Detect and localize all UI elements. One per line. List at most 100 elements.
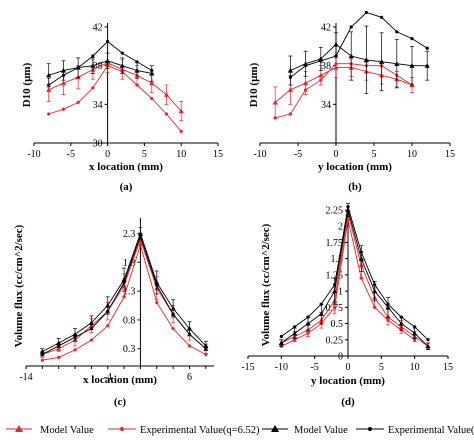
- data-point-triangle: [292, 330, 298, 336]
- data-point-triangle: [412, 330, 418, 336]
- data-point-triangle: [134, 67, 140, 73]
- data-point-dot: [73, 335, 77, 339]
- x-tick-label: 15: [443, 362, 453, 373]
- data-point-dot: [359, 276, 363, 280]
- x-tick-label: 10: [407, 149, 417, 160]
- x-tick-label: -4: [104, 372, 112, 383]
- data-point-dot: [122, 280, 126, 285]
- legend-label-exp-red: Experimental Value(q=6.52): [140, 425, 260, 436]
- data-point-dot: [150, 68, 154, 73]
- data-point-dot: [319, 302, 323, 306]
- legend-label-exp-black: Experimental Value(q=12.79): [388, 425, 474, 436]
- data-point-dot: [346, 205, 350, 209]
- data-point-triangle: [154, 279, 160, 285]
- data-point-dot: [47, 112, 51, 116]
- data-point-triangle: [137, 230, 144, 236]
- data-point-dot: [334, 54, 338, 58]
- data-point-dot: [334, 62, 338, 66]
- data-point-triangle: [105, 58, 111, 63]
- data-point-triangle: [348, 53, 354, 59]
- data-point-triangle: [372, 288, 378, 294]
- data-point-dot: [138, 243, 143, 247]
- data-point-dot: [425, 46, 429, 50]
- data-point-dot: [150, 96, 154, 101]
- y-tick-label: 1.5: [331, 254, 344, 265]
- data-point-dot: [288, 112, 292, 116]
- data-point-triangle: [60, 67, 67, 73]
- x-axis-title: x location (mm): [89, 161, 163, 173]
- y-tick-label: 0.8: [123, 315, 136, 326]
- data-point-dot: [273, 116, 277, 120]
- data-point-dot: [106, 309, 110, 313]
- data-point-triangle: [332, 288, 338, 294]
- data-point-dot: [373, 283, 377, 287]
- series-line-1: [48, 65, 182, 132]
- data-point-dot: [91, 54, 95, 58]
- y-tick-label: 42: [93, 23, 103, 34]
- data-point-dot: [304, 64, 308, 68]
- y-tick-label: 2: [338, 222, 343, 233]
- data-point-dot: [76, 66, 80, 70]
- y-tick-label: 0.25: [326, 335, 344, 346]
- data-point-triangle: [318, 311, 324, 316]
- data-point-dot: [319, 78, 323, 82]
- data-point-dot: [89, 338, 93, 342]
- data-point-dot: [306, 315, 310, 319]
- x-tick-label: 0: [105, 149, 110, 160]
- data-point-dot: [135, 60, 139, 64]
- x-tick-label: 0: [334, 149, 339, 160]
- x-tick-label: -5: [67, 149, 75, 160]
- legend-marker-triangle-red: [15, 425, 23, 432]
- y-axis-title: D10 (µm): [21, 62, 33, 107]
- x-tick-label: 15: [445, 149, 455, 160]
- data-point-triangle: [333, 41, 339, 47]
- data-point-triangle: [424, 63, 430, 68]
- data-point-triangle: [318, 72, 324, 78]
- data-point-dot: [364, 10, 368, 15]
- data-point-triangle: [149, 70, 155, 76]
- data-point-dot: [204, 352, 208, 357]
- legend-label-model-red: Model Value: [40, 425, 94, 436]
- x-tick-label: -10: [253, 149, 266, 160]
- y-axis-title: Volume flux (cc/cm^2/sec): [260, 223, 272, 346]
- y-tick-label: 1.8: [123, 258, 136, 269]
- y-tick-label: 1: [338, 287, 343, 298]
- x-tick-label: -10: [27, 149, 40, 160]
- chart-panel-d: -15-10-505101500.250.50.7511.251.51.7522…: [241, 203, 453, 408]
- y-axis-title: Volume flux (cc/cm^2/sec): [13, 224, 25, 347]
- y-tick-label: 34: [93, 100, 103, 111]
- data-point-triangle: [72, 331, 78, 337]
- x-tick-label: -5: [310, 362, 318, 373]
- x-axis-title: y location (mm): [311, 375, 385, 387]
- x-tick-label: -10: [275, 362, 288, 373]
- x-tick-label: 6: [187, 372, 192, 383]
- data-point-triangle: [170, 305, 176, 311]
- series-line-3: [281, 206, 429, 341]
- data-point-dot: [293, 325, 297, 329]
- y-tick-label: 1.3: [123, 287, 136, 298]
- data-point-dot: [155, 283, 159, 287]
- data-point-dot: [386, 318, 390, 322]
- data-point-dot: [91, 86, 95, 90]
- data-point-dot: [410, 37, 414, 41]
- data-point-dot: [106, 39, 110, 44]
- x-axis-title: y location (mm): [318, 161, 392, 173]
- data-point-dot: [380, 15, 384, 19]
- x-tick-label: 10: [410, 362, 420, 373]
- data-point-triangle: [46, 87, 52, 92]
- y-tick-label: 0.5: [331, 319, 344, 330]
- x-tick-label: -15: [241, 362, 254, 373]
- legend-marker-dot-black: [368, 427, 372, 431]
- data-point-triangle: [303, 80, 309, 86]
- data-point-dot: [386, 302, 390, 306]
- data-point-dot: [306, 331, 310, 335]
- data-point-dot: [359, 250, 363, 254]
- data-point-dot: [319, 59, 323, 63]
- data-point-dot: [138, 234, 143, 238]
- data-point-triangle: [163, 92, 170, 97]
- x-axis-title: x location (mm): [83, 374, 157, 386]
- data-point-triangle: [121, 277, 127, 282]
- data-point-dot: [288, 75, 292, 79]
- x-tick-label: 0: [346, 362, 351, 373]
- data-point-dot: [171, 312, 175, 316]
